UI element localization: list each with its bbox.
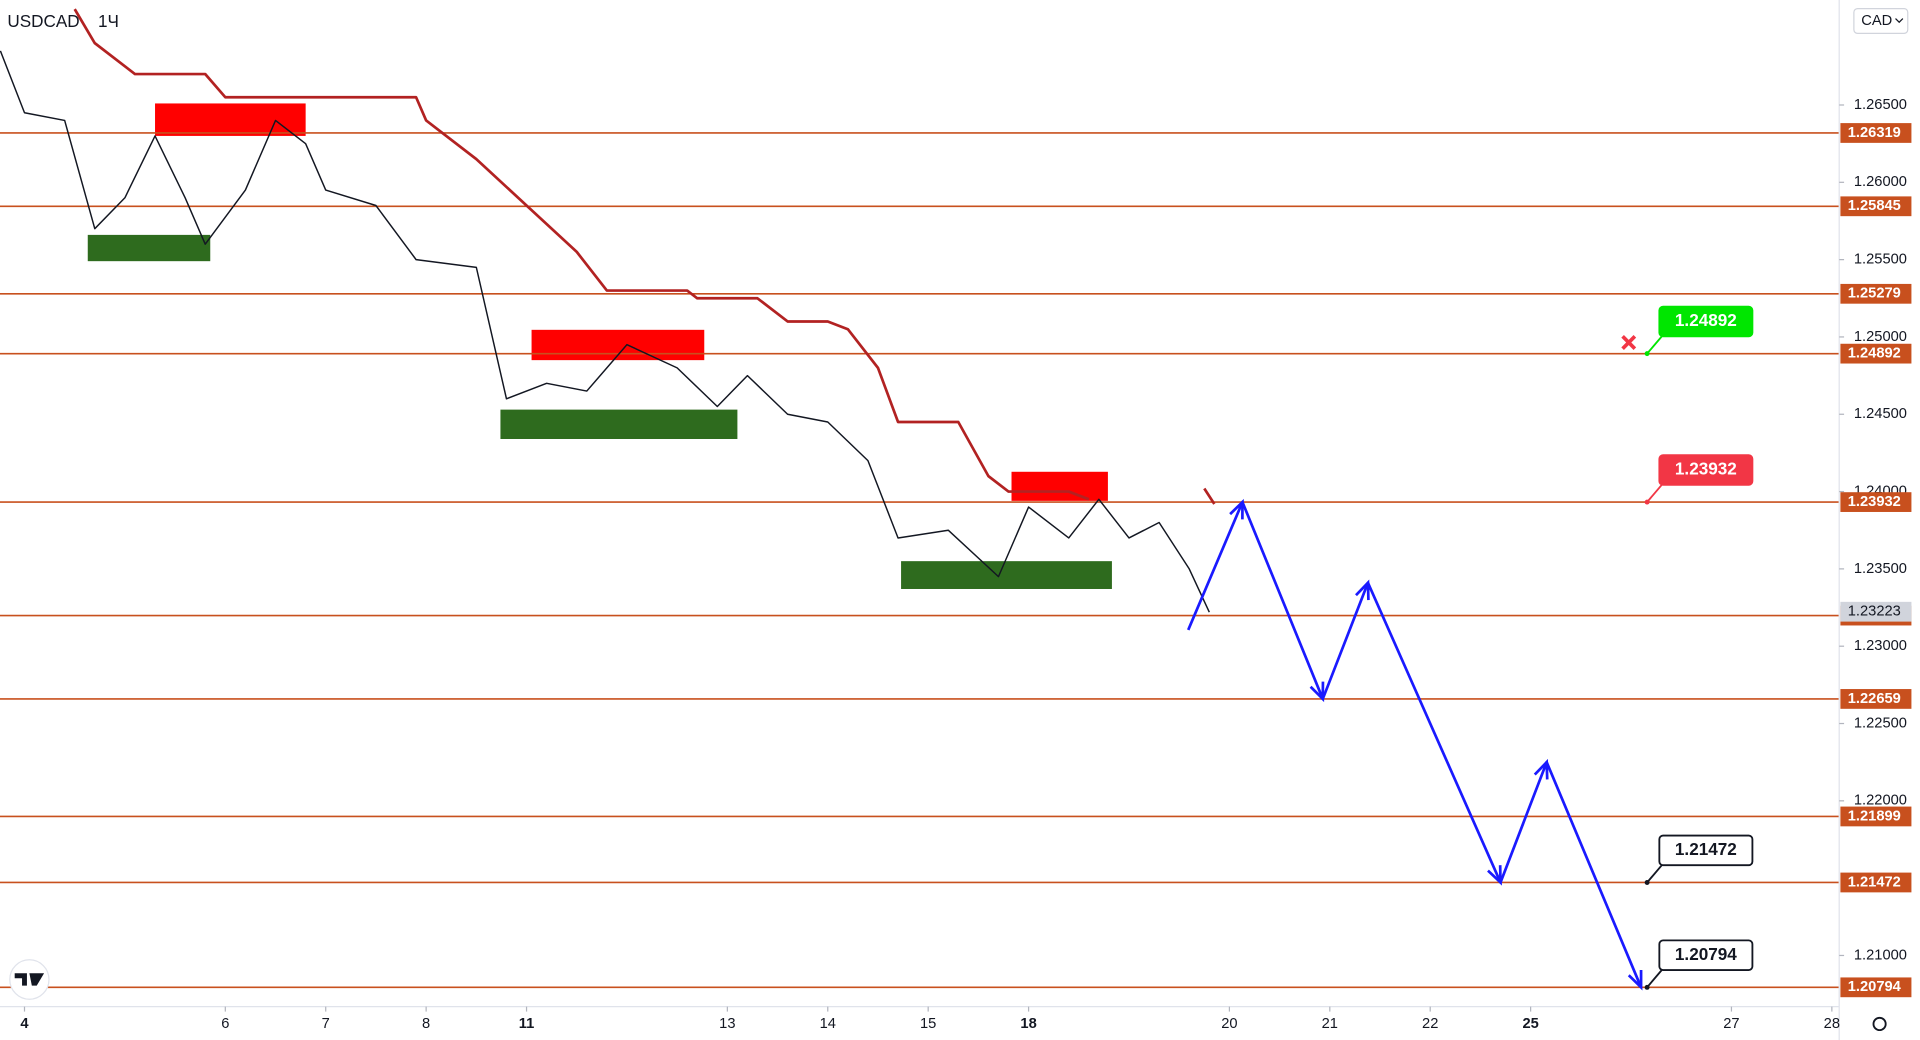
x-tick-label: 28 xyxy=(1824,1016,1840,1032)
x-tick-label: 13 xyxy=(719,1016,735,1032)
zone xyxy=(155,103,306,136)
series-line xyxy=(73,8,1216,505)
callout-label: 1.23932 xyxy=(1675,458,1737,478)
callout-box xyxy=(1658,305,1754,338)
level-label-box xyxy=(1840,123,1912,143)
symbol: USDCAD xyxy=(7,11,79,31)
currency-button[interactable] xyxy=(1853,8,1909,34)
level-label: 1.23932 xyxy=(1848,494,1901,510)
arrow-head xyxy=(1487,865,1502,886)
level-label: 1.21472 xyxy=(1848,874,1901,890)
cancel-mark xyxy=(1621,335,1637,351)
level-label-box xyxy=(1840,872,1912,893)
y-tick-label: 1.21000 xyxy=(1854,947,1907,963)
level-label: 1.25279 xyxy=(1848,286,1901,302)
callout-anchor xyxy=(1644,351,1650,357)
logo-mark xyxy=(14,973,45,986)
last-price-label: 1.23223 xyxy=(1848,604,1901,620)
y-tick-label: 1.23500 xyxy=(1854,561,1907,577)
arrow-head xyxy=(1627,970,1643,991)
level-label-box xyxy=(1840,492,1912,512)
y-tick-label: 1.22500 xyxy=(1854,715,1907,731)
dropdown-icon xyxy=(1895,18,1904,24)
y-tick-label: 1.23000 xyxy=(1854,638,1907,654)
callout-box xyxy=(1658,939,1754,971)
y-tick-label: 1.22000 xyxy=(1854,793,1907,809)
y-tick-label: 1.26500 xyxy=(1854,97,1907,113)
zone xyxy=(901,561,1112,589)
arrow-head xyxy=(1229,498,1244,520)
y-tick-label: 1.24500 xyxy=(1854,406,1907,422)
currency[interactable]: CAD xyxy=(1861,13,1892,29)
settings-icon[interactable] xyxy=(1872,1016,1887,1032)
x-tick-label: 18 xyxy=(1020,1016,1036,1032)
level-label: 1.21899 xyxy=(1848,808,1901,824)
level-label-box xyxy=(1840,689,1912,709)
callout-leader xyxy=(1646,335,1663,355)
callout-anchor xyxy=(1644,499,1650,505)
x-tick-label: 20 xyxy=(1221,1016,1237,1032)
level-label-box xyxy=(1840,283,1912,304)
plot xyxy=(0,8,1840,991)
arrow-head xyxy=(1533,758,1549,780)
level-label: 1.26319 xyxy=(1848,125,1901,141)
logo xyxy=(9,959,50,1000)
x-tick-label: 4 xyxy=(20,1016,29,1032)
callout-anchor xyxy=(1644,984,1650,990)
y-tick-label: 1.26000 xyxy=(1854,174,1907,190)
callout-label: 1.24892 xyxy=(1675,310,1737,330)
y-tick-label: 1.25000 xyxy=(1854,329,1907,345)
callout-leader xyxy=(1646,969,1663,988)
callout-leader xyxy=(1646,484,1663,503)
x-tick-label: 27 xyxy=(1723,1016,1739,1032)
callout-label: 1.20794 xyxy=(1675,944,1737,964)
x-tick-label: 15 xyxy=(920,1016,936,1032)
last-price-box xyxy=(1840,601,1912,622)
zone xyxy=(500,409,738,439)
level-label: 1.20794 xyxy=(1848,979,1902,995)
zone xyxy=(1011,471,1108,501)
zone xyxy=(87,234,211,262)
level-label-box xyxy=(1840,806,1912,827)
callout-leader xyxy=(1646,864,1663,884)
x-tick-label: 7 xyxy=(322,1016,330,1032)
arrow-head xyxy=(1309,681,1325,703)
arrow-head xyxy=(1355,579,1370,601)
x-tick-label: 8 xyxy=(422,1016,430,1032)
y-tick-label: 1.25500 xyxy=(1854,251,1907,267)
callout-anchor xyxy=(1644,880,1650,885)
x-tick-label: 25 xyxy=(1522,1016,1538,1032)
series-line xyxy=(0,50,1210,613)
callout-label: 1.21472 xyxy=(1675,839,1737,859)
x-tick-label: 11 xyxy=(519,1016,535,1032)
level-label: 1.24892 xyxy=(1848,345,1901,361)
callout-box xyxy=(1658,834,1754,867)
level-label-box xyxy=(1840,977,1912,998)
x-tick-label: 21 xyxy=(1322,1016,1338,1032)
x-tick-label: 22 xyxy=(1422,1016,1438,1032)
level-label-box xyxy=(1840,343,1912,364)
callout-box xyxy=(1658,454,1754,486)
level-label: 1.25845 xyxy=(1848,198,1901,214)
x-tick-label: 14 xyxy=(820,1016,836,1032)
level-label-box xyxy=(1840,196,1912,217)
level-label: 1.22659 xyxy=(1848,691,1901,707)
x-tick-label: 6 xyxy=(221,1016,229,1032)
timeframe: 1Ч xyxy=(98,11,119,31)
